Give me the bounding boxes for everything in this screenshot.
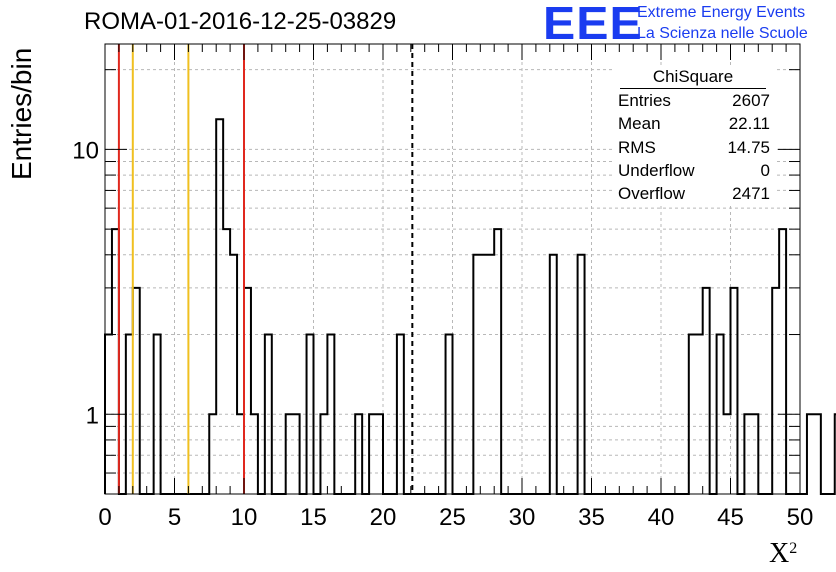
histogram-bin xyxy=(751,414,758,494)
histogram-bin xyxy=(320,414,327,494)
x-tick-label: 30 xyxy=(509,504,536,531)
stats-value: 22.11 xyxy=(728,114,770,134)
histogram-bin xyxy=(480,255,487,494)
histogram-bin xyxy=(731,288,738,494)
x-tick-label: 50 xyxy=(787,504,814,531)
y-tick-label: 1 xyxy=(86,402,99,429)
histogram-bin xyxy=(133,288,140,494)
histogram-bin xyxy=(487,255,494,494)
stats-row-entries: Entries 2607 xyxy=(612,89,774,112)
histogram-bin xyxy=(369,414,376,494)
histogram-bin xyxy=(244,288,251,494)
x-tick-label: 5 xyxy=(168,504,181,531)
histogram-bin xyxy=(112,229,119,494)
histogram-bin xyxy=(814,414,821,494)
histogram-bin xyxy=(230,255,237,494)
histogram-bin xyxy=(397,335,404,494)
histogram-bin xyxy=(578,255,585,494)
x-tick-label: 10 xyxy=(231,504,258,531)
histogram-bin xyxy=(209,414,216,494)
stats-value: 2471 xyxy=(732,184,770,204)
histogram-bin xyxy=(376,414,383,494)
histogram-bin xyxy=(779,229,786,494)
eee-logo: EEE xyxy=(543,0,643,49)
histogram-bin xyxy=(550,255,557,494)
stats-label: Entries xyxy=(618,91,671,111)
histogram-bin xyxy=(286,414,293,494)
histogram-bin xyxy=(251,414,258,494)
logo-line-1: Extreme Energy Events xyxy=(637,4,806,21)
histogram-bin xyxy=(807,414,814,494)
stats-value: 2607 xyxy=(732,91,770,111)
histogram-bin xyxy=(494,229,501,494)
stats-label: Overflow xyxy=(618,184,686,204)
histogram-bin xyxy=(703,288,710,494)
x-tick-label: 40 xyxy=(648,504,675,531)
histogram-bin xyxy=(446,335,453,494)
histogram-bin xyxy=(216,119,223,494)
y-axis-label: Entries/bin xyxy=(6,47,37,180)
histogram-bin xyxy=(717,335,724,494)
stats-value: 14.75 xyxy=(727,137,770,157)
x-tick-label: 0 xyxy=(98,504,111,531)
stats-row-rms: RMS 14.75 xyxy=(612,136,774,159)
histogram-bin xyxy=(307,335,314,494)
logo-line-2: La Scienza nelle Scuole xyxy=(637,25,808,42)
histogram-bin xyxy=(355,414,362,494)
x-axis-label: X2 xyxy=(769,538,798,569)
histogram-bin xyxy=(744,414,751,494)
stats-title: ChiSquare xyxy=(620,65,766,90)
x-tick-label: 20 xyxy=(370,504,397,531)
stats-value: 0 xyxy=(760,160,770,180)
histogram-bin xyxy=(265,335,272,494)
histogram-bin xyxy=(327,335,334,494)
histogram-bin xyxy=(473,255,480,494)
x-tick-label: 45 xyxy=(717,504,744,531)
histogram-bin xyxy=(689,335,696,494)
histogram-bin xyxy=(223,229,230,494)
y-tick-label: 10 xyxy=(72,137,99,164)
histogram-bin xyxy=(154,335,161,494)
stats-label: Mean xyxy=(618,114,661,134)
x-tick-label: 15 xyxy=(300,504,327,531)
histogram-bin xyxy=(696,335,703,494)
x-tick-label: 25 xyxy=(439,504,466,531)
stats-row-underflow: Underflow 0 xyxy=(612,159,774,182)
stats-box: ChiSquare Entries 2607 Mean 22.11 RMS 14.75… xyxy=(612,65,774,206)
histogram-bin xyxy=(724,414,731,494)
stats-row-overflow: Overflow 2471 xyxy=(612,182,774,205)
histogram-bin xyxy=(772,288,779,494)
histogram-steps xyxy=(104,118,836,495)
stats-row-mean: Mean 22.11 xyxy=(612,112,774,135)
chart-title: ROMA-01-2016-12-25-03829 xyxy=(84,8,397,35)
stats-label: RMS xyxy=(618,137,656,157)
x-tick-label: 35 xyxy=(578,504,605,531)
histogram-bin xyxy=(237,414,244,494)
stats-label: Underflow xyxy=(618,160,695,180)
histogram-bin xyxy=(293,414,300,494)
